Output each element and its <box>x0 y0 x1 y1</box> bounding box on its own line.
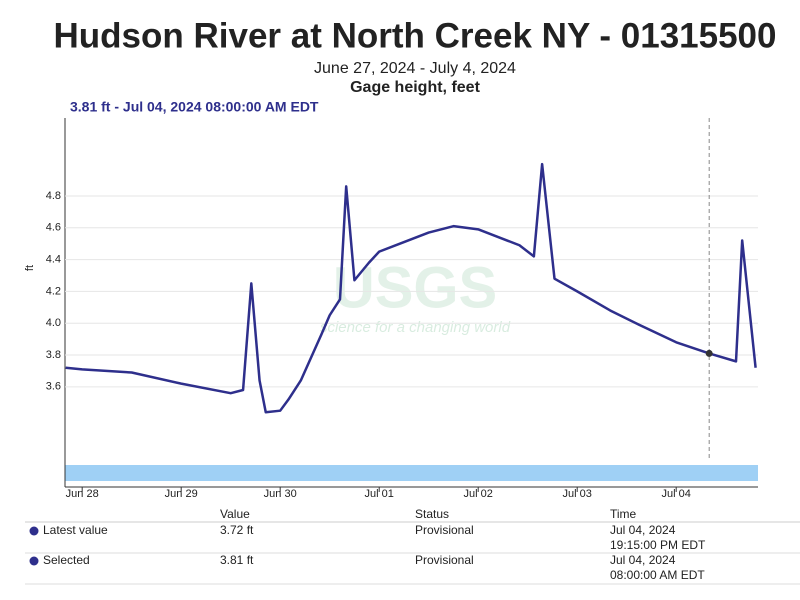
row-status: Provisional <box>415 523 474 537</box>
row-dot <box>29 526 39 536</box>
watermark: USGS <box>333 255 497 320</box>
series-line <box>65 162 757 414</box>
row-time: 08:00:00 AM EDT <box>610 568 705 582</box>
table-header: Value <box>220 507 250 521</box>
x-tick-label: Jun 28 <box>66 488 99 500</box>
y-tick-label: 4.0 <box>46 317 61 329</box>
row-value: 3.81 ft <box>220 553 254 567</box>
x-tick-label: Jul 01 <box>365 488 394 500</box>
watermark-tagline: science for a changing world <box>320 319 511 336</box>
y-tick-label: 4.8 <box>46 190 61 202</box>
row-dot <box>29 556 39 566</box>
x-tick-label: Jun 29 <box>165 488 198 500</box>
row-time: 19:15:00 PM EDT <box>610 538 706 552</box>
y-axis-label: ft <box>24 265 36 271</box>
y-tick-label: 4.2 <box>46 285 61 297</box>
navigator[interactable] <box>65 465 758 481</box>
row-value: 3.72 ft <box>220 523 254 537</box>
parameter: Gage height, feet <box>350 79 480 96</box>
row-name: Latest value <box>43 523 108 537</box>
subtitle: June 27, 2024 - July 4, 2024 <box>314 60 516 77</box>
x-tick-label: Jul 02 <box>464 488 493 500</box>
selected-point <box>705 349 713 357</box>
table-header: Status <box>415 507 449 521</box>
x-tick-label: Jul 04 <box>662 488 691 500</box>
x-tick-label: Jun 30 <box>264 488 297 500</box>
selected-label: 3.81 ft - Jul 04, 2024 08:00:00 AM EDT <box>70 99 319 115</box>
y-tick-label: 4.6 <box>46 222 61 234</box>
y-tick-label: 4.4 <box>46 253 61 265</box>
y-tick-label: 3.8 <box>46 349 61 361</box>
chart-title: Hudson River at North Creek NY - 0131550… <box>54 16 777 55</box>
row-date: Jul 04, 2024 <box>610 553 676 567</box>
row-date: Jul 04, 2024 <box>610 523 676 537</box>
row-status: Provisional <box>415 553 474 567</box>
row-name: Selected <box>43 553 90 567</box>
x-tick-label: Jul 03 <box>563 488 592 500</box>
y-tick-label: 3.6 <box>46 381 61 393</box>
table-header: Time <box>610 507 637 521</box>
